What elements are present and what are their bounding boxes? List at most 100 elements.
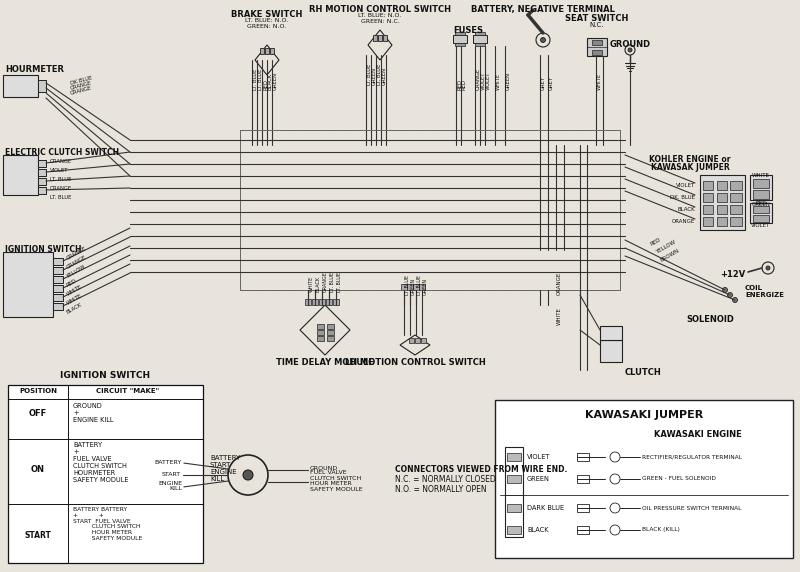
Bar	[730, 181, 742, 190]
Bar	[505, 447, 523, 537]
Bar	[592, 40, 602, 45]
Bar	[753, 190, 769, 199]
Bar	[415, 338, 420, 343]
Bar	[577, 504, 589, 512]
Text: FUSES: FUSES	[453, 26, 483, 35]
Text: LT. BLUE: LT. BLUE	[417, 275, 422, 295]
Bar	[260, 48, 264, 54]
Text: GROUND
+
ENGINE KILL: GROUND + ENGINE KILL	[73, 403, 114, 423]
Text: GREEN: GREEN	[411, 278, 416, 295]
Bar	[38, 187, 46, 194]
Bar	[475, 32, 485, 35]
Text: +12V: +12V	[720, 270, 746, 279]
Bar	[753, 179, 769, 188]
Bar	[703, 205, 713, 214]
Text: WHITE: WHITE	[66, 293, 83, 307]
Text: KAWASAKI JUMPER: KAWASAKI JUMPER	[585, 410, 703, 420]
Text: LT. BLUE: LT. BLUE	[258, 69, 263, 90]
Text: ORANGE: ORANGE	[66, 246, 88, 261]
Bar	[473, 35, 487, 43]
Text: WHITE: WHITE	[66, 284, 83, 297]
Text: POSITION: POSITION	[19, 388, 57, 394]
Circle shape	[727, 292, 733, 297]
Bar	[717, 181, 727, 190]
Text: VIOLET: VIOLET	[486, 72, 491, 90]
Text: OIL PRESSURE SWITCH TERMINAL: OIL PRESSURE SWITCH TERMINAL	[642, 506, 742, 510]
Bar	[3, 155, 38, 195]
Text: ENERGIZE: ENERGIZE	[745, 292, 784, 298]
Text: BATTERY
+
FUEL VALVE
CLUTCH SWITCH
HOURMETER
SAFETY MODULE: BATTERY + FUEL VALVE CLUTCH SWITCH HOURM…	[73, 442, 129, 483]
Text: LT. BLUE: LT. BLUE	[405, 275, 410, 295]
Text: IGNITION SWITCH: IGNITION SWITCH	[5, 245, 82, 254]
Text: KILL: KILL	[210, 476, 224, 482]
Text: GREY: GREY	[541, 76, 546, 90]
Bar	[401, 284, 407, 290]
Text: LT. BLUE: LT. BLUE	[50, 195, 71, 200]
Bar	[600, 340, 622, 362]
Text: BATTERY: BATTERY	[210, 455, 240, 461]
Bar	[265, 48, 269, 54]
Bar	[507, 453, 521, 461]
Text: KAWASAKI ENGINE: KAWASAKI ENGINE	[654, 430, 742, 439]
Text: BATTERY BATTERY
+           +
START  FUEL VALVE
          CLUTCH SWITCH
        : BATTERY BATTERY + + START FUEL VALVE CLU…	[73, 507, 142, 541]
Text: LT. BLUE: LT. BLUE	[367, 63, 372, 85]
Text: BLACK: BLACK	[527, 527, 549, 533]
Text: LT. BLUE: LT. BLUE	[377, 63, 382, 85]
Text: LT. BLUE: LT. BLUE	[50, 177, 71, 182]
Text: VIOLET: VIOLET	[751, 223, 770, 228]
Text: IGNITION SWITCH: IGNITION SWITCH	[61, 371, 150, 380]
Text: ORANGE: ORANGE	[50, 186, 72, 191]
Bar	[317, 324, 324, 329]
Text: GROUND: GROUND	[310, 467, 338, 471]
Text: BLACK (KILL): BLACK (KILL)	[642, 527, 680, 533]
Text: DK BLUE: DK BLUE	[70, 75, 93, 86]
Text: COIL: COIL	[745, 285, 763, 291]
Text: START: START	[162, 471, 181, 476]
Text: GREEN: N.O.: GREEN: N.O.	[247, 24, 286, 29]
Bar	[3, 252, 53, 317]
Bar	[587, 38, 607, 56]
Text: LT. BLUE: LT. BLUE	[330, 272, 335, 292]
Bar	[577, 475, 589, 483]
Bar	[305, 299, 311, 305]
Text: GREEN: N.C.: GREEN: N.C.	[361, 19, 399, 24]
Bar	[700, 175, 745, 230]
Text: ORANGE: ORANGE	[323, 271, 328, 292]
Text: ON: ON	[31, 466, 45, 475]
Text: VIOLET: VIOLET	[50, 168, 69, 173]
Bar	[507, 526, 521, 534]
Circle shape	[733, 297, 738, 303]
Text: RED: RED	[650, 237, 662, 247]
Bar	[577, 453, 589, 461]
Text: GREEN - FUEL SOLENOID: GREEN - FUEL SOLENOID	[642, 476, 716, 482]
Text: BATTERY: BATTERY	[154, 459, 182, 464]
Bar	[383, 35, 387, 41]
Bar	[717, 217, 727, 226]
Bar	[475, 43, 485, 46]
Bar	[753, 206, 769, 213]
Bar	[38, 80, 46, 92]
Bar	[730, 217, 742, 226]
Text: HOURMETER: HOURMETER	[5, 65, 64, 74]
Text: RED: RED	[755, 201, 766, 206]
Text: RH MOTION CONTROL SWITCH: RH MOTION CONTROL SWITCH	[309, 5, 451, 14]
Text: KOHLER ENGINE or: KOHLER ENGINE or	[650, 155, 730, 164]
Bar	[419, 284, 425, 290]
Text: LT. BLUE: N.O.: LT. BLUE: N.O.	[246, 18, 289, 23]
Bar	[703, 193, 713, 202]
Bar	[53, 267, 63, 274]
Text: CIRCUIT "MAKE": CIRCUIT "MAKE"	[97, 388, 159, 394]
Text: WHITE: WHITE	[309, 276, 314, 292]
Text: SEAT SWITCH: SEAT SWITCH	[566, 14, 629, 23]
Text: GREEN: GREEN	[382, 67, 387, 85]
Text: ENGINE
KILL: ENGINE KILL	[158, 480, 182, 491]
Text: GREEN: GREEN	[273, 72, 278, 90]
Bar	[703, 217, 713, 226]
Bar	[8, 385, 203, 563]
Bar	[327, 330, 334, 335]
Text: START: START	[25, 530, 51, 539]
Text: GREEN: GREEN	[527, 476, 550, 482]
Text: BLACK: BLACK	[678, 207, 695, 212]
Bar	[317, 336, 324, 341]
Text: ELECTRIC CLUTCH SWITCH: ELECTRIC CLUTCH SWITCH	[5, 148, 119, 157]
